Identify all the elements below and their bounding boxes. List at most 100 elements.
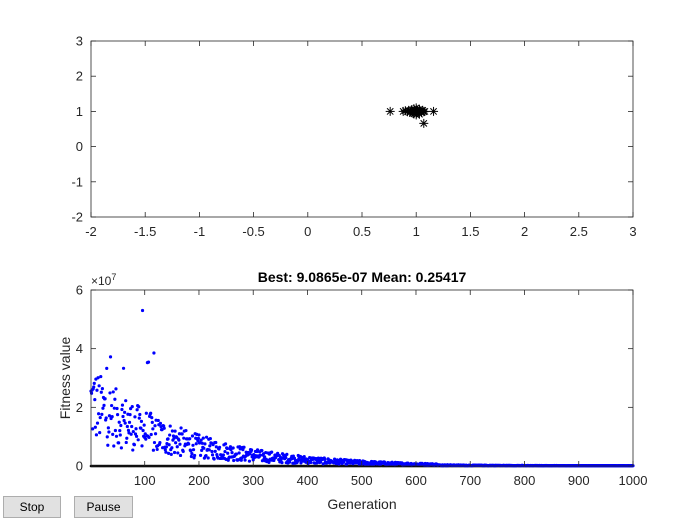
mean-point [173,429,177,433]
mean-point [124,440,128,445]
mean-point [191,443,195,447]
mean-point [93,398,97,402]
mean-point [96,412,101,416]
y-tick-label: 6 [76,283,83,298]
mean-point [182,436,186,440]
x-tick-label: 800 [514,473,536,488]
mean-point [118,429,122,433]
mean-point [207,448,211,452]
mean-point [123,421,127,425]
x-tick-label: 3 [629,224,636,239]
mean-point [177,438,181,442]
mean-point [214,445,218,449]
mean-point [150,416,154,420]
x-tick-label: 900 [568,473,590,488]
mean-point [149,432,153,437]
population-point [385,106,395,116]
mean-point [100,387,104,391]
mean-point [221,453,225,457]
mean-point [134,434,139,438]
mean-point [231,446,235,450]
y-tick-label: 2 [76,69,83,84]
pause-button[interactable]: Pause [74,496,133,518]
mean-point [126,428,131,432]
mean-point [108,391,112,395]
stop-button[interactable]: Stop [3,496,61,518]
mean-point [178,453,183,458]
mean-point [248,452,252,456]
mean-point [155,447,159,452]
mean-point [200,448,204,452]
mean-point [212,457,216,461]
mean-point [196,436,201,440]
mean-point [119,446,123,450]
mean-point [192,456,196,460]
mean-point [125,436,129,440]
population-plot: -2 -1.5 -1 -0.5 0 0.5 1 1.5 2 2.5 3 -2 -1 0 1 2 3 [71,34,636,240]
mean-point [111,432,115,436]
mean-point [164,445,169,449]
mean-point [204,435,209,439]
mean-point [129,432,133,436]
mean-point [267,460,271,464]
mean-point [153,432,158,436]
mean-point [280,461,284,465]
y-tick-label: -1 [71,174,83,189]
population-point [419,118,429,128]
x-tick-label: 400 [297,473,319,488]
y-exponent-prefix: ×10 [91,274,112,288]
mean-point [345,462,349,466]
mean-point [107,414,112,418]
mean-point [263,455,267,459]
mean-point [120,403,125,407]
mean-point [196,439,200,443]
mean-point [164,450,168,454]
mean-point [103,397,107,401]
x-tick-label: 1000 [619,473,648,488]
mean-point [201,436,205,440]
mean-point [133,415,137,419]
mean-point [203,442,207,446]
mean-point [114,387,118,391]
mean-point [149,411,153,415]
mean-point [178,442,182,446]
x-tick-label: 2 [521,224,528,239]
mean-point [163,448,167,452]
population-axes: -2 -1.5 -1 -0.5 0 0.5 1 1.5 2 2.5 3 -2 -1 0 1 2 3 [71,34,636,240]
mean-point [153,424,157,428]
mean-point [108,355,113,359]
mean-point [120,407,124,412]
mean-point [208,436,212,441]
mean-point [93,425,97,429]
mean-point [270,450,274,454]
mean-point [115,413,120,417]
mean-point [172,450,177,455]
mean-point [174,441,178,445]
mean-point [140,308,145,313]
mean-point [213,449,217,453]
x-tick-label: 1 [413,224,420,239]
mean-point [208,444,212,448]
mean-point [130,405,134,409]
x-tick-label: 0 [304,224,311,239]
mean-point [131,429,135,434]
mean-point [190,434,195,438]
mean-point [110,403,114,408]
mean-point [139,426,143,430]
mean-point [198,453,203,458]
y-tick-label: 0 [76,139,83,154]
mean-point [113,397,117,401]
mean-point [247,459,252,463]
mean-point [114,434,119,438]
mean-point [158,421,163,425]
mean-point [125,424,129,429]
mean-point [255,448,260,452]
mean-point [206,456,210,460]
mean-point [176,451,180,455]
mean-point [107,430,111,434]
mean-point [225,446,229,451]
mean-point [132,443,137,447]
mean-point [89,391,94,395]
mean-point [115,406,119,411]
